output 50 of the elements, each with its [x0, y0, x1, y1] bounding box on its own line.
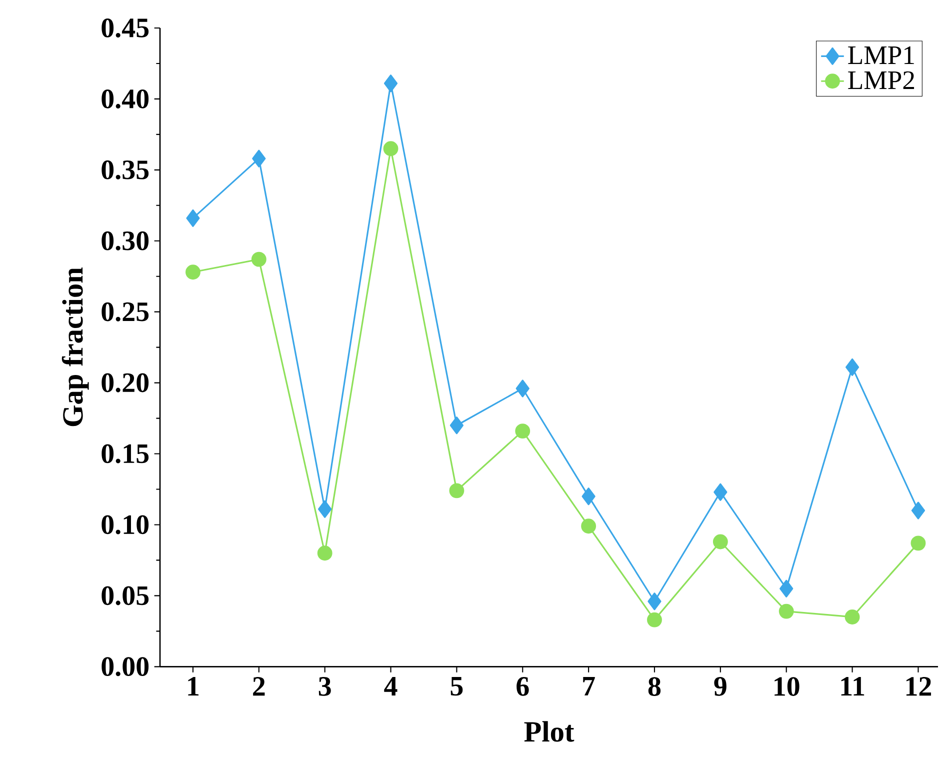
y-tick-label: 0.40: [102, 89, 149, 108]
legend-label: LMP2: [848, 71, 914, 89]
x-tick-label: 3: [318, 677, 331, 696]
point: [251, 252, 266, 267]
point: [910, 536, 926, 551]
x-tick-label: 12: [906, 677, 932, 696]
x-tick-label: 10: [774, 677, 800, 696]
point: [911, 502, 926, 520]
x-tick-label: 2: [253, 677, 265, 696]
y-tick-label: 0.25: [102, 302, 149, 322]
y-tick-label: 0.35: [102, 160, 149, 180]
point: [384, 74, 398, 92]
y-axis-title: Gap fraction: [62, 268, 89, 426]
y-tick-label: 0.10: [102, 515, 149, 534]
point: [186, 209, 200, 227]
point: [516, 380, 530, 398]
point: [648, 592, 662, 610]
point: [515, 424, 530, 439]
y-tick-label: 0.00: [102, 657, 149, 676]
y-tick-label: 0.15: [102, 444, 149, 464]
x-tick-label: 4: [384, 677, 398, 696]
y-tick-label: 0.20: [102, 373, 149, 392]
x-tick-label: 11: [841, 677, 864, 696]
point: [318, 500, 332, 518]
point: [647, 612, 662, 628]
x-tick-label: 6: [516, 677, 529, 696]
x-tick-label: 8: [648, 677, 661, 696]
point: [714, 483, 728, 501]
point: [712, 534, 728, 550]
x-tick-label: 1: [188, 677, 199, 696]
legend-label: LMP1: [848, 46, 914, 64]
point: [450, 416, 464, 434]
x-tick-label: 5: [450, 677, 463, 696]
point: [317, 546, 332, 561]
point: [186, 264, 200, 280]
point: [844, 610, 860, 624]
point: [252, 150, 266, 168]
y-tick-label: 0.30: [102, 231, 149, 250]
x-tick-label: 9: [714, 677, 726, 696]
y-tick-label: 0.45: [102, 18, 149, 38]
point: [582, 488, 596, 506]
point: [449, 483, 464, 498]
point: [581, 518, 596, 534]
y-tick-label: 0.05: [102, 586, 149, 606]
point: [383, 141, 398, 156]
point: [780, 580, 794, 598]
point: [778, 604, 794, 619]
x-tick-label: 7: [583, 677, 595, 696]
point: [845, 358, 860, 376]
x-axis-title: Plot: [524, 721, 574, 742]
